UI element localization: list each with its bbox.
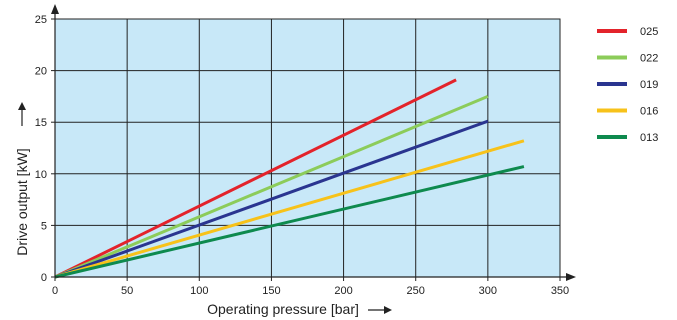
series-line-016 bbox=[54, 139, 525, 279]
y-axis-arrowhead bbox=[51, 4, 59, 14]
x-label-arrow-head bbox=[384, 306, 392, 314]
y-tick-label: 0 bbox=[41, 272, 47, 284]
x-tick-label: 50 bbox=[121, 285, 133, 297]
legend: 025 022 019 016 013 bbox=[597, 26, 658, 144]
legend-label-016: 016 bbox=[640, 106, 658, 118]
y-axis-label-arrow bbox=[18, 102, 26, 126]
y-tick-label: 5 bbox=[41, 220, 47, 232]
axes bbox=[51, 4, 576, 281]
x-tick-label: 0 bbox=[52, 285, 58, 297]
legend-label-022: 022 bbox=[640, 53, 658, 65]
legend-label-013: 013 bbox=[640, 132, 658, 144]
x-tick-label: 150 bbox=[262, 285, 280, 297]
x-axis-arrowhead bbox=[566, 273, 576, 281]
series-line-019 bbox=[54, 119, 489, 279]
y-tick-label: 15 bbox=[35, 117, 47, 129]
x-tick-label: 250 bbox=[407, 285, 425, 297]
tick-labels: 0 50 100 150 200 250 300 350 0 5 10 15 20 25 bbox=[35, 14, 569, 297]
x-tick-label: 100 bbox=[190, 285, 208, 297]
x-tick-label: 350 bbox=[551, 285, 569, 297]
series-lines bbox=[54, 78, 525, 279]
y-tick-label: 25 bbox=[35, 14, 47, 26]
x-axis-label: Operating pressure [bar] bbox=[207, 301, 359, 317]
y-axis-label: Drive output [kW] bbox=[14, 148, 30, 255]
series-line-013 bbox=[54, 165, 525, 279]
x-tick-label: 300 bbox=[479, 285, 497, 297]
legend-label-025: 025 bbox=[640, 26, 658, 38]
y-label-arrow-head bbox=[18, 102, 26, 110]
series-line-025 bbox=[54, 78, 457, 279]
x-axis-label-arrow bbox=[368, 306, 392, 314]
series-line-022 bbox=[54, 95, 489, 279]
y-tick-label: 10 bbox=[35, 169, 47, 181]
legend-label-019: 019 bbox=[640, 79, 658, 91]
x-tick-label: 200 bbox=[334, 285, 352, 297]
y-tick-label: 20 bbox=[35, 66, 47, 78]
grid-lines bbox=[55, 18, 561, 277]
